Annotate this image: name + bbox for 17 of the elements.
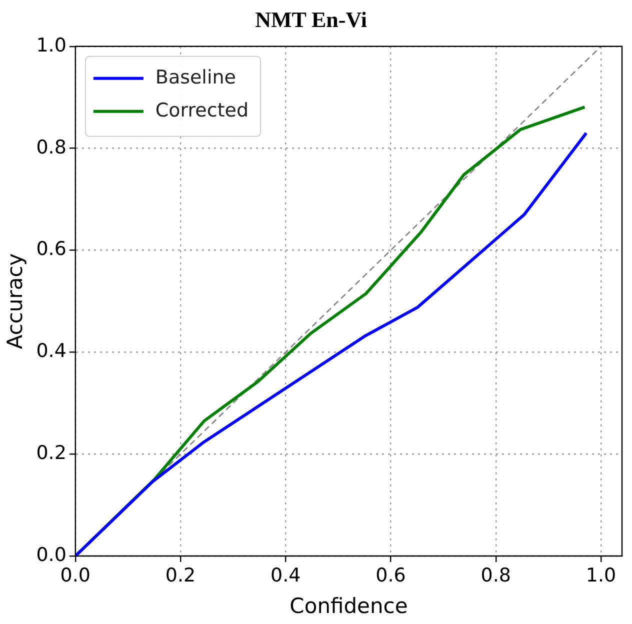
x-axis-title: Confidence bbox=[290, 594, 408, 618]
x-tick-label: 1.0 bbox=[586, 564, 616, 586]
y-tick-label: 0.6 bbox=[36, 238, 66, 260]
legend-label: Corrected bbox=[155, 99, 249, 122]
chart-title: NMT En-Vi bbox=[255, 6, 367, 32]
y-tick-label: 0.4 bbox=[36, 340, 66, 362]
x-tick-label: 0.6 bbox=[376, 564, 406, 586]
legend-label: Baseline bbox=[155, 66, 236, 88]
x-tick-label: 0.0 bbox=[60, 564, 91, 586]
x-tick-label: 0.2 bbox=[165, 564, 196, 586]
y-axis-title: Accuracy bbox=[3, 253, 28, 350]
y-tick-label: 0.8 bbox=[36, 136, 66, 158]
x-tick-label: 0.4 bbox=[270, 564, 301, 586]
y-tick-label: 1.0 bbox=[36, 34, 66, 56]
y-tick-label: 0.2 bbox=[36, 442, 66, 464]
x-tick-label: 0.8 bbox=[480, 564, 511, 586]
y-tick-label: 0.0 bbox=[36, 544, 66, 566]
